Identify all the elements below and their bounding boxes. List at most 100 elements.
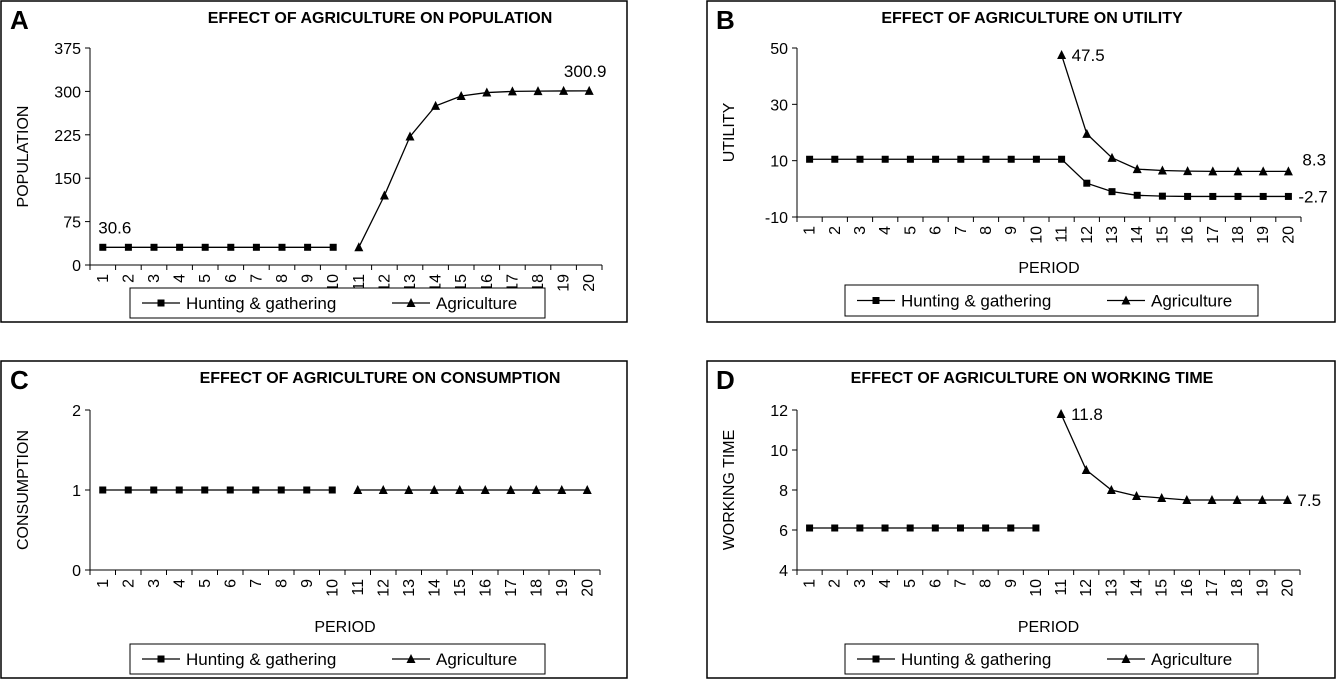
panel-c-point [201, 486, 209, 494]
panel-a-series-line [358, 90, 590, 248]
panel-d-y-tick-label: 8 [779, 483, 788, 500]
panel-c-point [480, 485, 490, 494]
panel-d-point [1132, 491, 1142, 500]
panel-c-legend-hunting: Hunting & gathering [186, 650, 336, 669]
panel-c-legend-marker-triangle [406, 654, 416, 663]
panel-c-x-tick-label: 20 [579, 579, 596, 597]
panel-c-point [582, 485, 592, 494]
panel-b-x-tick-label: 11 [1054, 226, 1071, 243]
panel-d-point [956, 524, 964, 532]
panel-c-x-tick-label: 4 [171, 579, 188, 588]
panel-d-y-axis-label: WORKING TIME [721, 430, 738, 551]
panel-d-point [1056, 409, 1066, 418]
panel-b-legend-agriculture: Agriculture [1151, 292, 1232, 311]
panel-b-x-tick-label: 18 [1230, 226, 1247, 244]
panel-a-y-tick-label: 75 [63, 215, 81, 232]
panel-b-point [1208, 166, 1218, 176]
panel-a-y-tick-label: 150 [54, 171, 81, 188]
panel-b-x-tick-label: 8 [978, 226, 995, 235]
panel-d-legend-box [844, 643, 1259, 675]
panel-a-x-tick-label: 18 [530, 274, 547, 292]
panel-a-x-tick-label: 7 [248, 274, 265, 283]
panel-d-x-tick-label: 7 [952, 579, 969, 588]
panel-c-y-tick-label: 0 [72, 563, 81, 580]
panel-b-point [1283, 166, 1293, 176]
panel-a-y-tick-label: 225 [54, 128, 81, 145]
panel-a-x-tick-label: 20 [581, 274, 598, 292]
panel-a-x-tick-label: 16 [479, 274, 496, 292]
panel-a-x-tick-label: 10 [325, 274, 342, 292]
panel-a-legend: Hunting & gathering Agriculture [129, 287, 546, 319]
panel-c-x-tick-label: 17 [503, 579, 520, 597]
panel-c-point [303, 486, 311, 494]
panel-b-x-tick-label: 14 [1129, 226, 1146, 244]
panel-c-point [328, 486, 336, 494]
panel-d-legend-hunting: Hunting & gathering [901, 650, 1051, 669]
panel-c-x-tick-label: 10 [324, 579, 341, 597]
panel-d-point [1182, 495, 1192, 504]
panel-c-point [226, 486, 234, 494]
panel-a-x-tick-label: 4 [172, 274, 189, 283]
panel-b-legend-box [844, 284, 1259, 317]
panel-d-x-tick-label: 11 [1053, 579, 1070, 596]
panel-c-x-axis-label: PERIOD [314, 619, 375, 636]
panel-d-y-tick-label: 12 [770, 403, 788, 420]
panel-a-x-tick-label: 8 [274, 274, 291, 283]
panel-b-x-tick-label: 13 [1104, 226, 1121, 244]
panel-b-title: EFFECT OF AGRICULTURE ON UTILITY [881, 10, 1183, 27]
panel-b-point [1032, 155, 1040, 163]
panel-b-x-tick-label: 20 [1280, 226, 1297, 244]
panel-c-y-axis-label: CONSUMPTION [15, 430, 32, 550]
panel-a-point [99, 243, 107, 251]
panel-d-x-tick-label: 9 [1003, 579, 1020, 588]
panel-b-legend-marker-triangle [1121, 295, 1131, 305]
panel-d-point [982, 524, 990, 532]
panel-c-point [531, 485, 541, 494]
panel-c-point [557, 485, 567, 494]
panel-c-x-tick-label: 13 [401, 579, 418, 597]
panel-c-x-tick-label: 15 [452, 579, 469, 597]
panel-c-letter: C [10, 365, 29, 395]
panel-a-data-label: 300.9 [564, 62, 607, 81]
panel-a-title: EFFECT OF AGRICULTURE ON POPULATION [208, 10, 553, 27]
panel-b-point [1133, 191, 1141, 199]
panel-c-point [175, 486, 183, 494]
panel-b-x-tick-label: 15 [1154, 226, 1171, 244]
panel-b-x-axis-label: PERIOD [1018, 260, 1079, 277]
panel-c-consumption-chart: C EFFECT OF AGRICULTURE ON CONSUMPTION012… [0, 360, 628, 679]
panel-b-y-tick-label: 30 [770, 97, 788, 114]
panel-c-x-tick-label: 9 [299, 579, 316, 588]
panel-c-x-tick-label: 6 [222, 579, 239, 588]
panel-b-y-axis-label: UTILITY [721, 102, 738, 162]
panel-d-x-tick-label: 20 [1279, 579, 1296, 597]
panel-c-x-tick-label: 5 [197, 579, 214, 588]
panel-d-x-tick-label: 14 [1129, 579, 1146, 597]
panel-a-x-tick-label: 9 [300, 274, 317, 283]
panel-a-x-tick-label: 6 [223, 274, 240, 283]
panel-a-point [482, 87, 492, 97]
panel-c-x-tick-label: 19 [554, 579, 571, 597]
panel-d-point [1232, 495, 1242, 504]
panel-a-x-tick-label: 2 [120, 274, 137, 283]
panel-d-series-hunting [806, 524, 1040, 532]
panel-d-x-tick-label: 10 [1028, 579, 1045, 597]
panel-d-legend-agriculture: Agriculture [1151, 650, 1232, 669]
panel-d-x-tick-label: 6 [927, 579, 944, 588]
panel-d-x-tick-label: 5 [902, 579, 919, 588]
panel-b-series-agriculture [1057, 50, 1293, 176]
panel-b-x-tick-label: 1 [802, 226, 819, 235]
panel-a-legend-marker-square [157, 299, 165, 307]
panel-c-x-tick-label: 16 [477, 579, 494, 597]
panel-d-point [1032, 524, 1040, 532]
panel-d-point [1081, 465, 1091, 474]
panel-c-point [404, 485, 414, 494]
panel-d-data-label: 11.8 [1071, 405, 1103, 424]
panel-c-point [455, 485, 465, 494]
panel-a-point [584, 85, 594, 95]
panel-b-x-tick-label: 17 [1205, 226, 1222, 244]
panel-d-point [1282, 495, 1292, 504]
panel-d-y-tick-label: 10 [770, 443, 788, 460]
panel-a-point [507, 86, 517, 96]
panel-a-population-chart: A EFFECT OF AGRICULTURE ON POPULATION0751… [0, 0, 628, 323]
panel-d-title: EFFECT OF AGRICULTURE ON WORKING TIME [851, 370, 1214, 387]
